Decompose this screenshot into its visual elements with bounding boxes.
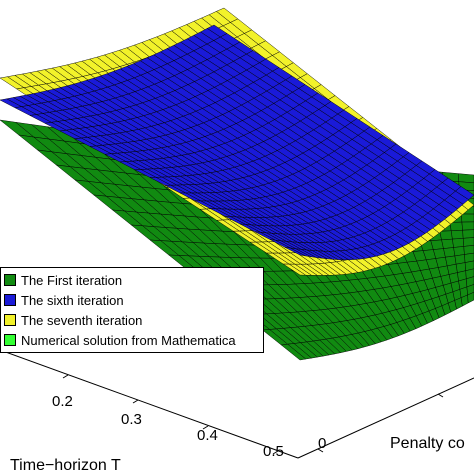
legend-swatch: [4, 314, 16, 326]
y-axis-line: [297, 377, 474, 459]
surface-cell: [461, 221, 474, 231]
surface-cell: [441, 238, 454, 249]
y-tick-mark: [317, 448, 324, 453]
legend-swatch: [4, 274, 16, 286]
x-tick-mark: [62, 374, 69, 379]
surface-cell: [430, 239, 444, 250]
x-tick-label: 0.3: [121, 411, 142, 428]
legend-item-seventh-iteration: The seventh iteration: [1, 311, 142, 329]
legend-item-sixth-iteration: The sixth iteration: [1, 291, 124, 309]
surface-cell: [464, 252, 474, 263]
x-tick-label: 0.4: [197, 427, 218, 444]
legend: The First iteration The sixth iteration …: [0, 267, 264, 353]
y-tick-label: 0: [318, 435, 326, 452]
x-axis-line: [0, 349, 299, 459]
surface-cell: [466, 284, 474, 296]
surface-cell: [453, 246, 465, 257]
legend-label: The seventh iteration: [21, 312, 143, 328]
legend-swatch: [4, 294, 16, 306]
surface-cell: [462, 237, 474, 247]
surface-cell: [467, 291, 474, 304]
x-axis-label: Time−horizon T: [10, 457, 121, 474]
legend-label: The First iteration: [21, 272, 123, 288]
surface-cell: [464, 260, 474, 271]
surface-cell: [463, 245, 474, 255]
x-tick-mark: [202, 425, 209, 430]
legend-item-first-iteration: The First iteration: [1, 271, 122, 289]
surface-cell: [439, 230, 453, 241]
legend-item-mathematica: Numerical solution from Mathematica: [1, 331, 236, 349]
y-axis-label: Penalty co: [390, 435, 465, 452]
legend-label: The sixth iteration: [21, 292, 124, 308]
surface-cell: [443, 247, 456, 258]
surface-cell: [452, 238, 465, 248]
surface-cell: [450, 229, 464, 240]
x-tick-mark: [272, 450, 279, 455]
x-tick-label: 0.2: [52, 393, 73, 410]
surface-cell: [455, 186, 474, 200]
x-tick-mark: [132, 399, 139, 404]
x-tick-label: 0.5: [263, 443, 284, 460]
legend-label: Numerical solution from Mathematica: [21, 332, 236, 348]
y-tick-mark: [437, 393, 444, 398]
surface-cell: [462, 229, 474, 239]
surface-cell: [465, 268, 474, 280]
surface-sixth-iteration: [0, 24, 474, 261]
surface-cell: [466, 276, 474, 288]
legend-swatch: [4, 334, 16, 346]
surface-cell: [457, 173, 474, 184]
surface-cell: [461, 213, 474, 223]
